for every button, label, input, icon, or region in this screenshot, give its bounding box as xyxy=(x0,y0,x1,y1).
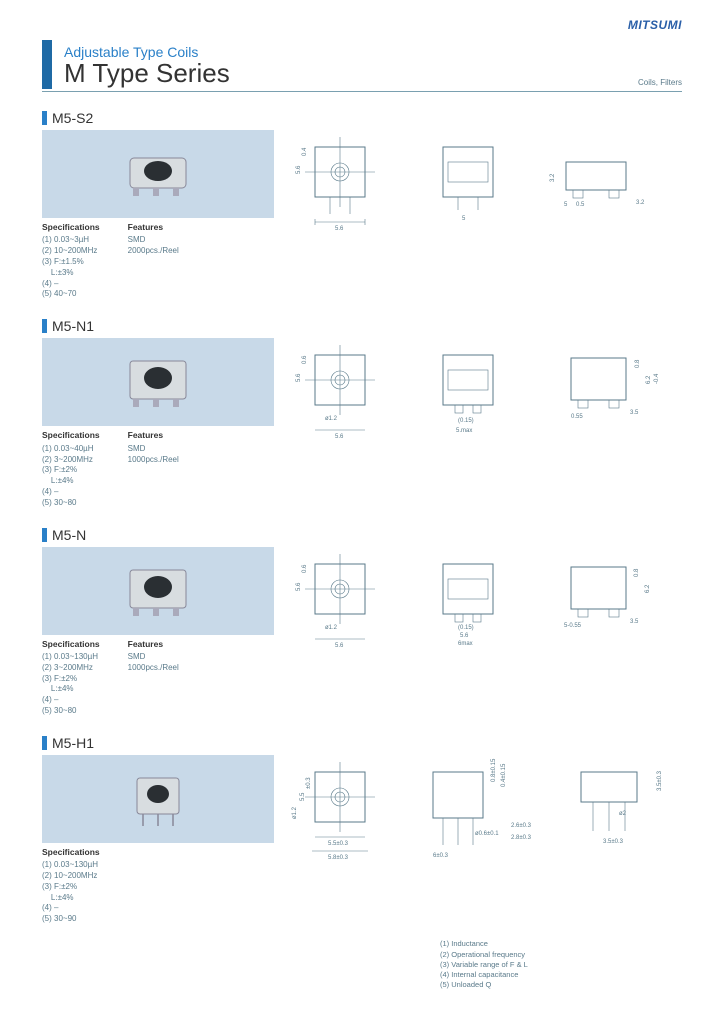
svg-text:5.6: 5.6 xyxy=(335,643,344,649)
specifications: Specifications (1) 0.03~3µH(2) 10~200MHz… xyxy=(42,222,100,300)
svg-text:5.max: 5.max xyxy=(456,428,472,434)
product-name: M5-N1 xyxy=(52,318,94,334)
svg-text:0.55: 0.55 xyxy=(571,414,583,420)
svg-text:5.6: 5.6 xyxy=(335,226,344,232)
svg-text:0.6: 0.6 xyxy=(302,563,308,572)
product-photo xyxy=(42,338,274,426)
svg-text:0.4: 0.4 xyxy=(302,147,308,156)
svg-text:3.2: 3.2 xyxy=(550,173,556,182)
svg-text:0.8: 0.8 xyxy=(634,567,640,576)
svg-text:(0.15): (0.15) xyxy=(458,625,474,631)
technical-drawings: 5.6 5.6 0.4 5 3.2 3.2 5 0.5 xyxy=(290,110,682,300)
svg-text:±0.3: ±0.3 xyxy=(306,776,312,788)
svg-text:0.4±0.15: 0.4±0.15 xyxy=(501,763,507,787)
brand-logo: MITSUMI xyxy=(628,18,682,32)
product-name: M5-N xyxy=(52,527,86,543)
product-m5-n1: M5-N1 Specifications(1) 0.03~40µH(2) 3~2… xyxy=(42,318,682,508)
technical-drawings: ø1.2 5.6 5.6 0.6 (0.15) 5.max 0.55 3.5 6… xyxy=(290,318,682,508)
top-view-drawing: ø1.2 5.5 ±0.3 5.5±0.3 5.8±0.3 xyxy=(290,757,395,867)
page-category: Coils, Filters xyxy=(638,78,682,89)
top-view-drawing: ø1.2 5.6 5.6 0.6 xyxy=(290,549,400,649)
bottom-view-drawing: 5 xyxy=(418,132,528,232)
side-view-drawing: ø0.6±0.1 6±0.3 0.8±0.15 0.4±0.15 2.6±0.3… xyxy=(413,757,543,867)
page-title: M Type Series xyxy=(64,58,638,89)
technical-drawings: ø1.2 5.6 5.6 0.6 (0.15) 5.6 6max 5-0.55 … xyxy=(290,527,682,717)
svg-text:ø1.2: ø1.2 xyxy=(292,806,298,819)
svg-text:0.8: 0.8 xyxy=(635,359,641,368)
top-view-drawing: ø1.2 5.6 5.6 0.6 xyxy=(290,340,400,440)
svg-text:(0.15): (0.15) xyxy=(458,418,474,424)
svg-text:5: 5 xyxy=(462,216,466,222)
features: FeaturesSMD1000pcs./Reel xyxy=(128,639,179,717)
features: Features SMD2000pcs./Reel xyxy=(128,222,179,300)
product-accent-bar xyxy=(42,528,47,542)
component-render-icon xyxy=(108,146,208,202)
right-view-drawing: 3.5±0.3 ø2 3.5±0.3 xyxy=(561,757,676,867)
bottom-view-drawing: (0.15) 5.6 6max xyxy=(418,549,528,649)
product-photo xyxy=(42,547,274,635)
svg-text:5.5±0.3: 5.5±0.3 xyxy=(328,841,349,847)
specifications: Specifications(1) 0.03~40µH(2) 3~200MHz(… xyxy=(42,430,100,508)
svg-text:ø1.2: ø1.2 xyxy=(325,416,338,422)
component-render-icon xyxy=(108,560,208,622)
svg-text:-0.4: -0.4 xyxy=(654,373,660,384)
svg-text:5.6: 5.6 xyxy=(296,373,302,382)
component-render-icon xyxy=(108,351,208,413)
product-m5-n: M5-N Specifications(1) 0.03~130µH(2) 3~2… xyxy=(42,527,682,717)
specifications: Specifications(1) 0.03~130µH(2) 10~200MH… xyxy=(42,847,100,925)
product-name: M5-S2 xyxy=(52,110,93,126)
svg-text:6.2: 6.2 xyxy=(646,375,652,384)
svg-text:5.8±0.3: 5.8±0.3 xyxy=(328,855,349,861)
header-accent-bar xyxy=(42,40,52,89)
technical-drawings: ø1.2 5.5 ±0.3 5.5±0.3 5.8±0.3 ø0.6±0.1 6… xyxy=(290,735,682,925)
svg-text:5-0.55: 5-0.55 xyxy=(564,623,582,629)
features: FeaturesSMD1000pcs./Reel xyxy=(128,430,179,508)
svg-text:2.8±0.3: 2.8±0.3 xyxy=(511,835,532,841)
product-accent-bar xyxy=(42,111,47,125)
svg-text:0.8±0.15: 0.8±0.15 xyxy=(491,758,497,782)
svg-text:0.6: 0.6 xyxy=(302,355,308,364)
svg-text:ø1.2: ø1.2 xyxy=(325,625,338,631)
product-name: M5-H1 xyxy=(52,735,94,751)
svg-text:6±0.3: 6±0.3 xyxy=(433,853,449,859)
svg-text:3.5±0.3: 3.5±0.3 xyxy=(657,770,663,791)
side-view-drawing: 0.55 3.5 6.2 0.8 -0.4 xyxy=(546,340,676,440)
svg-text:5: 5 xyxy=(564,202,568,208)
svg-text:5.5: 5.5 xyxy=(300,792,306,801)
svg-text:3.5: 3.5 xyxy=(630,410,639,416)
product-accent-bar xyxy=(42,319,47,333)
side-view-drawing: 5-0.55 3.5 6.2 0.8 xyxy=(546,549,676,649)
svg-text:5.6: 5.6 xyxy=(296,165,302,174)
legend-key: (1) Inductance(2) Operational frequency(… xyxy=(440,939,528,990)
svg-text:6max: 6max xyxy=(458,641,473,647)
product-photo xyxy=(42,130,274,218)
component-render-icon xyxy=(113,768,203,830)
svg-text:5.6: 5.6 xyxy=(460,633,469,639)
product-m5-s2: M5-S2 Specifications (1) 0.03~3µH(2) 10~… xyxy=(42,110,682,300)
svg-text:0.5: 0.5 xyxy=(576,202,585,208)
svg-text:3.2: 3.2 xyxy=(636,200,645,206)
product-photo xyxy=(42,755,274,843)
svg-text:5.6: 5.6 xyxy=(335,434,344,440)
svg-text:2.6±0.3: 2.6±0.3 xyxy=(511,823,532,829)
page-header: Adjustable Type Coils M Type Series Coil… xyxy=(42,40,682,92)
svg-text:3.5±0.3: 3.5±0.3 xyxy=(603,839,624,845)
svg-text:ø0.6±0.1: ø0.6±0.1 xyxy=(475,831,499,837)
top-view-drawing: 5.6 5.6 0.4 xyxy=(290,132,400,232)
svg-text:ø2: ø2 xyxy=(619,811,627,817)
svg-text:3.5: 3.5 xyxy=(630,619,639,625)
product-m5-h1: M5-H1 Specifications(1) 0.03~130µH(2) 10… xyxy=(42,735,682,925)
svg-text:5.6: 5.6 xyxy=(296,581,302,590)
specifications: Specifications(1) 0.03~130µH(2) 3~200MHz… xyxy=(42,639,100,717)
side-view-drawing: 3.2 3.2 5 0.5 xyxy=(546,132,666,232)
product-accent-bar xyxy=(42,736,47,750)
svg-text:6.2: 6.2 xyxy=(645,583,651,592)
bottom-view-drawing: (0.15) 5.max xyxy=(418,340,528,440)
